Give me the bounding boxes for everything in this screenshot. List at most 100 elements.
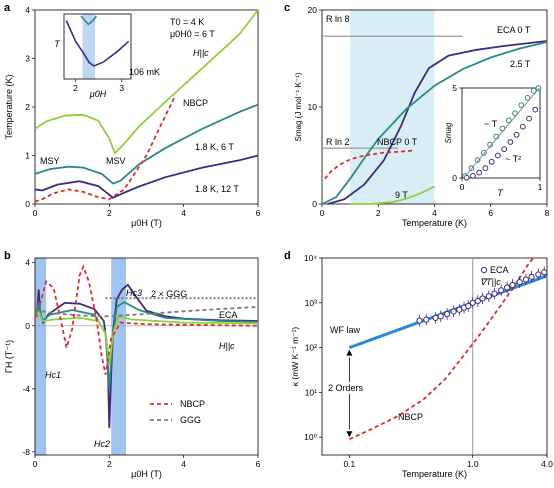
panel-d-point-12: [485, 293, 492, 300]
panel-b-ann-hc: H||c: [219, 341, 235, 351]
panel-c-xtick-2-label: 2: [376, 208, 381, 218]
panel-d-xlabel: Temperature (K): [402, 469, 467, 479]
panel-d-ann-orders: 2 Orders: [328, 383, 364, 393]
panel-a-letter: a: [4, 2, 11, 14]
panel-b-frame: [34, 257, 259, 456]
panel-d-point-0: [416, 317, 423, 324]
panel-a-ylabel: Temperature (K): [4, 74, 14, 139]
panel-c-ytick-20-label: 20: [308, 5, 318, 15]
panel-b-legend-nbcp-label: NBCP: [180, 399, 205, 409]
panel-a-ann-12t: 1.8 K, 12 T: [195, 184, 239, 194]
panel-b-ann-hc3: Hc3: [126, 288, 142, 298]
panel-d-arrow-down: [346, 431, 353, 438]
panel-a-series-3: [34, 96, 176, 203]
panel-c-inset-point-1-4: [488, 158, 495, 165]
panel-b-ylabel: ΓH (T⁻¹): [4, 340, 14, 373]
panel-a-ann-nbcp: NBCP: [183, 98, 208, 108]
panel-c-inset-point-0-2: [474, 157, 481, 163]
panel-c-xtick-4-label: 4: [432, 208, 437, 218]
panel-b-ytick--8-label: -8: [22, 447, 30, 457]
panel-d-point-17: [516, 278, 523, 286]
panel-a-ytick-4-label: 4: [25, 5, 30, 15]
panel-d-point-19: [528, 273, 535, 280]
panel-b-ann-ggg2: 2 × GGG: [151, 289, 187, 299]
panel-b-ann-hc1: Hc1: [45, 370, 61, 380]
panel-a-xlabel: μ0H (T): [131, 218, 162, 228]
panel-c-inset-point-0-12: [535, 85, 542, 91]
panel-a-inset-ann: 106 mK: [129, 67, 160, 77]
panel-d-letter: d: [284, 250, 291, 262]
panel-c-inset-point-1-5: [494, 152, 501, 159]
panel-a-ytick-0-label: 0: [25, 199, 30, 209]
panel-a-xtick-4-label: 4: [181, 208, 186, 218]
panel-d-ylabel: κ (mW K⁻¹ m⁻¹): [290, 327, 300, 387]
panel-c-inset-point-0-4: [487, 141, 493, 148]
panel-c-ytick-10-label: 10: [308, 102, 318, 112]
panel-c-band: [350, 10, 435, 204]
panel-d-point-20: [535, 271, 542, 278]
panel-c-xtick-8-label: 8: [545, 208, 550, 218]
panel-c-inset-point-0-7: [505, 117, 512, 124]
panel-b-ytick-0-label: 0: [25, 321, 30, 331]
panel-d-legend-grad: ∇T||c: [480, 277, 501, 287]
panel-c-inset-point-0-3: [480, 149, 487, 156]
panel-a-ann-msv: MSV: [106, 156, 126, 166]
panel-d-ann-wf: WF law: [330, 325, 360, 335]
panel-c-inset-point-1-6: [501, 146, 508, 153]
panel-c-inset-point-1-2: [476, 169, 483, 176]
panel-d-legend-marker: [480, 266, 488, 274]
panel-c-ytick-0-label: 0: [312, 199, 317, 209]
panel-b-xtick-2-label: 2: [107, 459, 112, 469]
panel-c-ann-rln8: R ln 8: [326, 14, 350, 24]
panel-c-xtick-6-label: 6: [488, 208, 493, 218]
panel-d-point-10: [474, 297, 481, 305]
panel-b-series-2: [34, 309, 259, 366]
panel-a-ytick-2-label: 2: [25, 102, 30, 112]
panel-a-ann-h0: μ0H0 = 6 T: [170, 29, 215, 39]
panel-b-legend-ggg-label: GGG: [180, 415, 201, 425]
panel-b-series-1: [34, 300, 259, 389]
panel-c-series-1: [321, 41, 548, 205]
panel-d-point-21: [541, 269, 548, 276]
panel-d-ytick-0-label: 10⁰: [304, 432, 317, 442]
panel-c-inset-point-0-9: [518, 102, 525, 108]
panel-c-inset-point-1-10: [526, 115, 532, 122]
panel-d-xtick-0-label: 0.1: [343, 459, 355, 469]
panel-a-inset-series-0: [65, 20, 130, 67]
panel-b-band-hc1: [35, 258, 47, 455]
panel-b-xtick-6-label: 6: [256, 459, 261, 469]
panel-c-inset-ytick-5-label: 5: [452, 83, 457, 93]
panel-c-inset-xtick-0-label: 0: [460, 182, 465, 192]
panel-c-inset-frame: [461, 87, 541, 179]
panel-d-legend-eca: ECA: [490, 265, 509, 275]
panel-c-series-2: [350, 185, 435, 205]
panel-d-point-15: [504, 284, 511, 291]
panel-d-point-3: [437, 313, 444, 320]
panel-d-point-18: [522, 276, 530, 283]
panel-b-xlabel: μ0H (T): [131, 469, 162, 479]
panel-a-inset-frame: [63, 13, 132, 80]
panel-d-xtick-2-label: 4.0: [541, 459, 553, 469]
panel-a-ann-6t: 1.8 K, 6 T: [195, 142, 234, 152]
panel-c-inset-point-1-7: [507, 139, 514, 145]
panel-c-ylabel: Smag (J mol⁻¹ K⁻¹): [294, 72, 303, 141]
panel-a-inset-ylabel: T: [54, 39, 61, 49]
panel-a-ytick-1-label: 1: [25, 151, 30, 161]
panel-c-inset-point-0-11: [530, 87, 537, 94]
panel-d-point-14: [498, 287, 505, 294]
panel-a-xtick-6-label: 6: [256, 208, 261, 218]
panel-c-inset-point-1-1: [470, 172, 476, 179]
panel-a-xtick-2-label: 2: [107, 208, 112, 218]
panel-b-series-3: [34, 264, 259, 375]
panel-d-point-9: [469, 299, 476, 306]
panel-d-series-nbcp: [349, 257, 535, 441]
panel-d-point-13: [491, 290, 498, 297]
panel-b-series-0: [34, 283, 259, 429]
panel-b-ann-eca: ECA: [219, 310, 238, 320]
panel-b-band-hc2: [111, 258, 127, 455]
panel-d-point-5: [450, 308, 457, 315]
panel-d-ytick-1-label: 10¹: [305, 387, 317, 397]
panel-c-inset-ytick-0-label: 0: [452, 173, 457, 183]
panel-d-ann-nbcp: NBCP: [398, 412, 423, 422]
panel-d-point-11: [479, 295, 486, 302]
